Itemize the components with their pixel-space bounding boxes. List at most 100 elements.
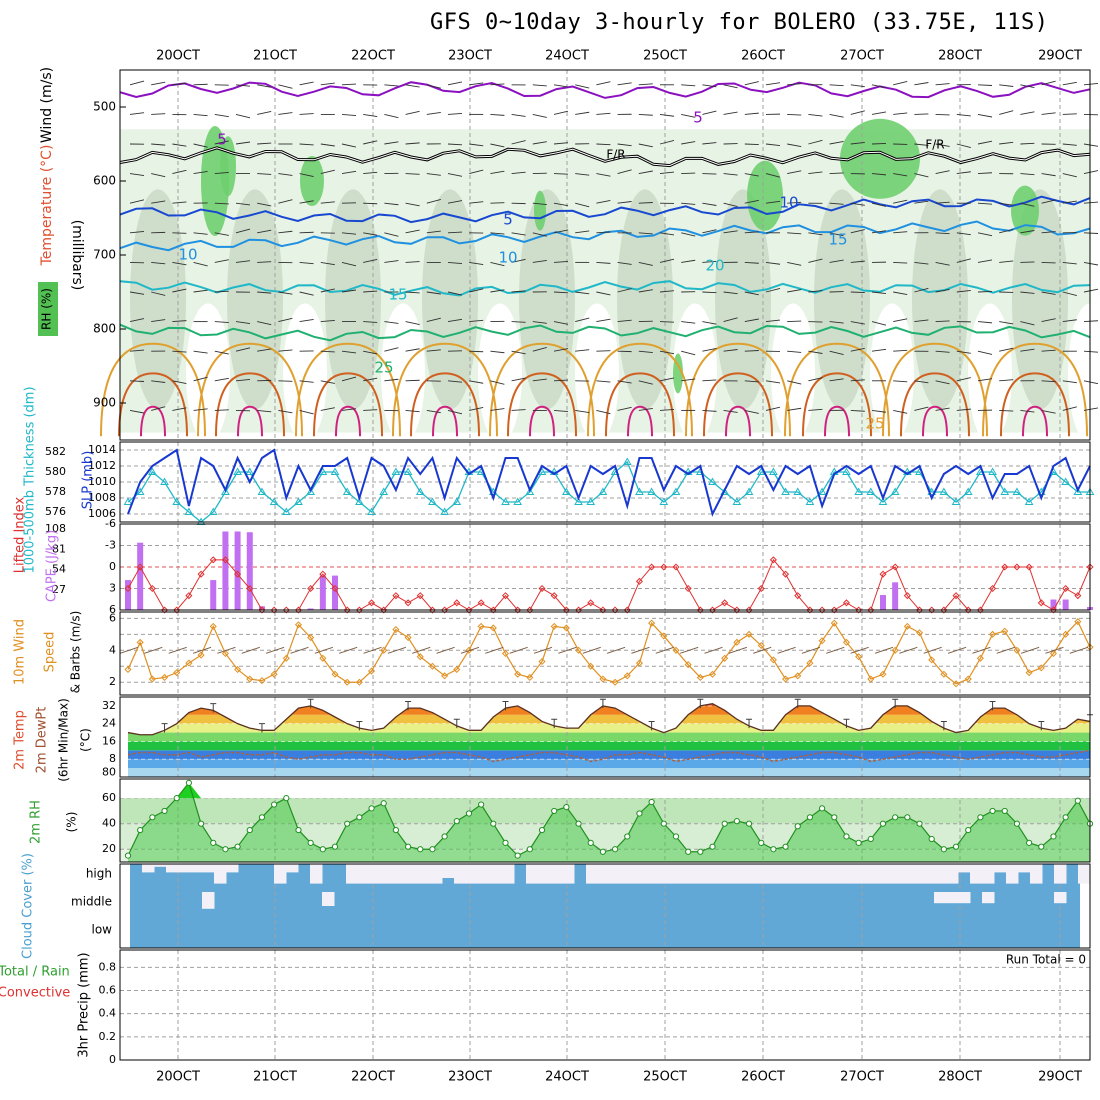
- rh-point: [514, 852, 521, 859]
- rh-point: [356, 814, 363, 821]
- wind-barb: [999, 141, 1014, 145]
- wind-barb: [363, 202, 378, 205]
- wind-speed-point: [319, 654, 327, 662]
- rh-shade-column: [519, 189, 575, 410]
- wind-barb: [214, 350, 229, 355]
- diurnal-temp-contour: [922, 405, 948, 437]
- wind-speed-point: [928, 656, 936, 664]
- wind-barb: [765, 82, 781, 86]
- temp-minmax-bar: [1038, 720, 1045, 731]
- li-point: [964, 606, 972, 614]
- wind-barb: [702, 202, 717, 206]
- wind-barb: [596, 143, 611, 146]
- wind-barb: [447, 200, 463, 204]
- wind-barb: [765, 200, 781, 204]
- wind-barb: [363, 259, 378, 263]
- wind-barb: [1062, 291, 1077, 296]
- thickness-point: [963, 487, 973, 495]
- wind-speed-point: [368, 667, 376, 675]
- wind-barb: [935, 320, 950, 323]
- li-point: [733, 606, 741, 614]
- wind-barb: [341, 170, 357, 175]
- thickness-point: [428, 497, 437, 505]
- li-point: [1062, 584, 1070, 593]
- cloud-gap: [502, 864, 515, 884]
- li-point: [879, 570, 887, 578]
- rh-point: [940, 846, 947, 853]
- wind-barb: [1041, 112, 1056, 115]
- wind-barb: [977, 350, 993, 355]
- wind-barb: [129, 230, 145, 234]
- surface-wind-barb: [363, 646, 382, 654]
- wind-barb: [341, 408, 357, 411]
- wind-barb: [1041, 231, 1056, 234]
- diurnal-temp-contour: [587, 342, 693, 437]
- wind-barb: [151, 113, 166, 115]
- thickness-point: [744, 487, 754, 495]
- axis-label-li: Lifted Index: [13, 496, 28, 573]
- temp-minmax-bar: [843, 718, 850, 729]
- rh-point: [478, 801, 485, 808]
- wind-barb: [829, 113, 844, 118]
- temp-color-band: [128, 705, 1090, 715]
- wind-barb: [511, 290, 526, 293]
- surface-wind-barb: [777, 646, 796, 654]
- wind-barb: [596, 231, 611, 234]
- wind-barb: [490, 350, 505, 354]
- panel-frame: [119, 863, 1091, 949]
- wind-barb: [1083, 232, 1099, 234]
- surface-wind-barb: [582, 646, 601, 654]
- wind-barb: [278, 199, 293, 204]
- wind-barb: [299, 143, 314, 146]
- rh-point: [465, 810, 473, 817]
- cloud-gap: [274, 864, 287, 884]
- surface-wind-barb: [290, 646, 309, 654]
- cloud-gap: [946, 864, 959, 884]
- li-point: [587, 599, 595, 607]
- wind-barb: [596, 173, 611, 177]
- temp-color-band: [128, 759, 1090, 769]
- wind-barb: [553, 173, 569, 175]
- wind-barb: [681, 202, 696, 205]
- wind-speed-point: [221, 649, 229, 658]
- cloud-gap: [550, 864, 563, 884]
- wind-barb: [363, 377, 378, 382]
- wind-barb: [532, 321, 547, 324]
- wind-barb: [787, 289, 802, 293]
- wind-barb: [956, 171, 971, 175]
- cloud-gap: [1054, 864, 1067, 884]
- slp-tick-label: 1006: [88, 507, 116, 520]
- axis-label-rh-pct: (%): [65, 812, 79, 833]
- wind-barb: [193, 143, 208, 148]
- wind-barb: [659, 290, 675, 293]
- cloud-gap: [202, 864, 215, 873]
- wind-barb: [1020, 409, 1035, 413]
- contour-500mb: [119, 81, 1091, 99]
- wind-barb: [405, 348, 420, 352]
- li-point: [575, 606, 583, 614]
- wind-barb: [214, 232, 229, 236]
- temp-color-band: [128, 714, 1090, 724]
- li-point: [465, 606, 473, 614]
- date-label-bottom: 20OCT: [156, 1070, 200, 1085]
- contour-level-label: 15: [388, 286, 407, 304]
- wind-speed-point: [672, 646, 680, 654]
- wind-barb: [553, 202, 569, 207]
- wind-speed-point: [782, 675, 790, 683]
- wind-barb: [935, 83, 950, 86]
- wind-speed-point: [648, 619, 656, 627]
- wind-barb: [235, 347, 251, 352]
- rh-point: [758, 839, 765, 846]
- rh-point: [965, 826, 972, 834]
- cape-bar: [319, 575, 326, 610]
- thickness-point: [939, 487, 949, 495]
- rh-point: [855, 839, 862, 846]
- wind-barb: [808, 258, 823, 263]
- cloud-gap: [934, 892, 947, 904]
- temp-minmax-bar: [794, 698, 801, 709]
- axis-label-thickness: 1000-500mb Thickness (dm): [23, 386, 38, 573]
- wind-barb: [659, 258, 675, 263]
- wind-barb: [999, 321, 1014, 325]
- cloud-gap: [346, 864, 359, 884]
- wind-barb: [363, 409, 378, 411]
